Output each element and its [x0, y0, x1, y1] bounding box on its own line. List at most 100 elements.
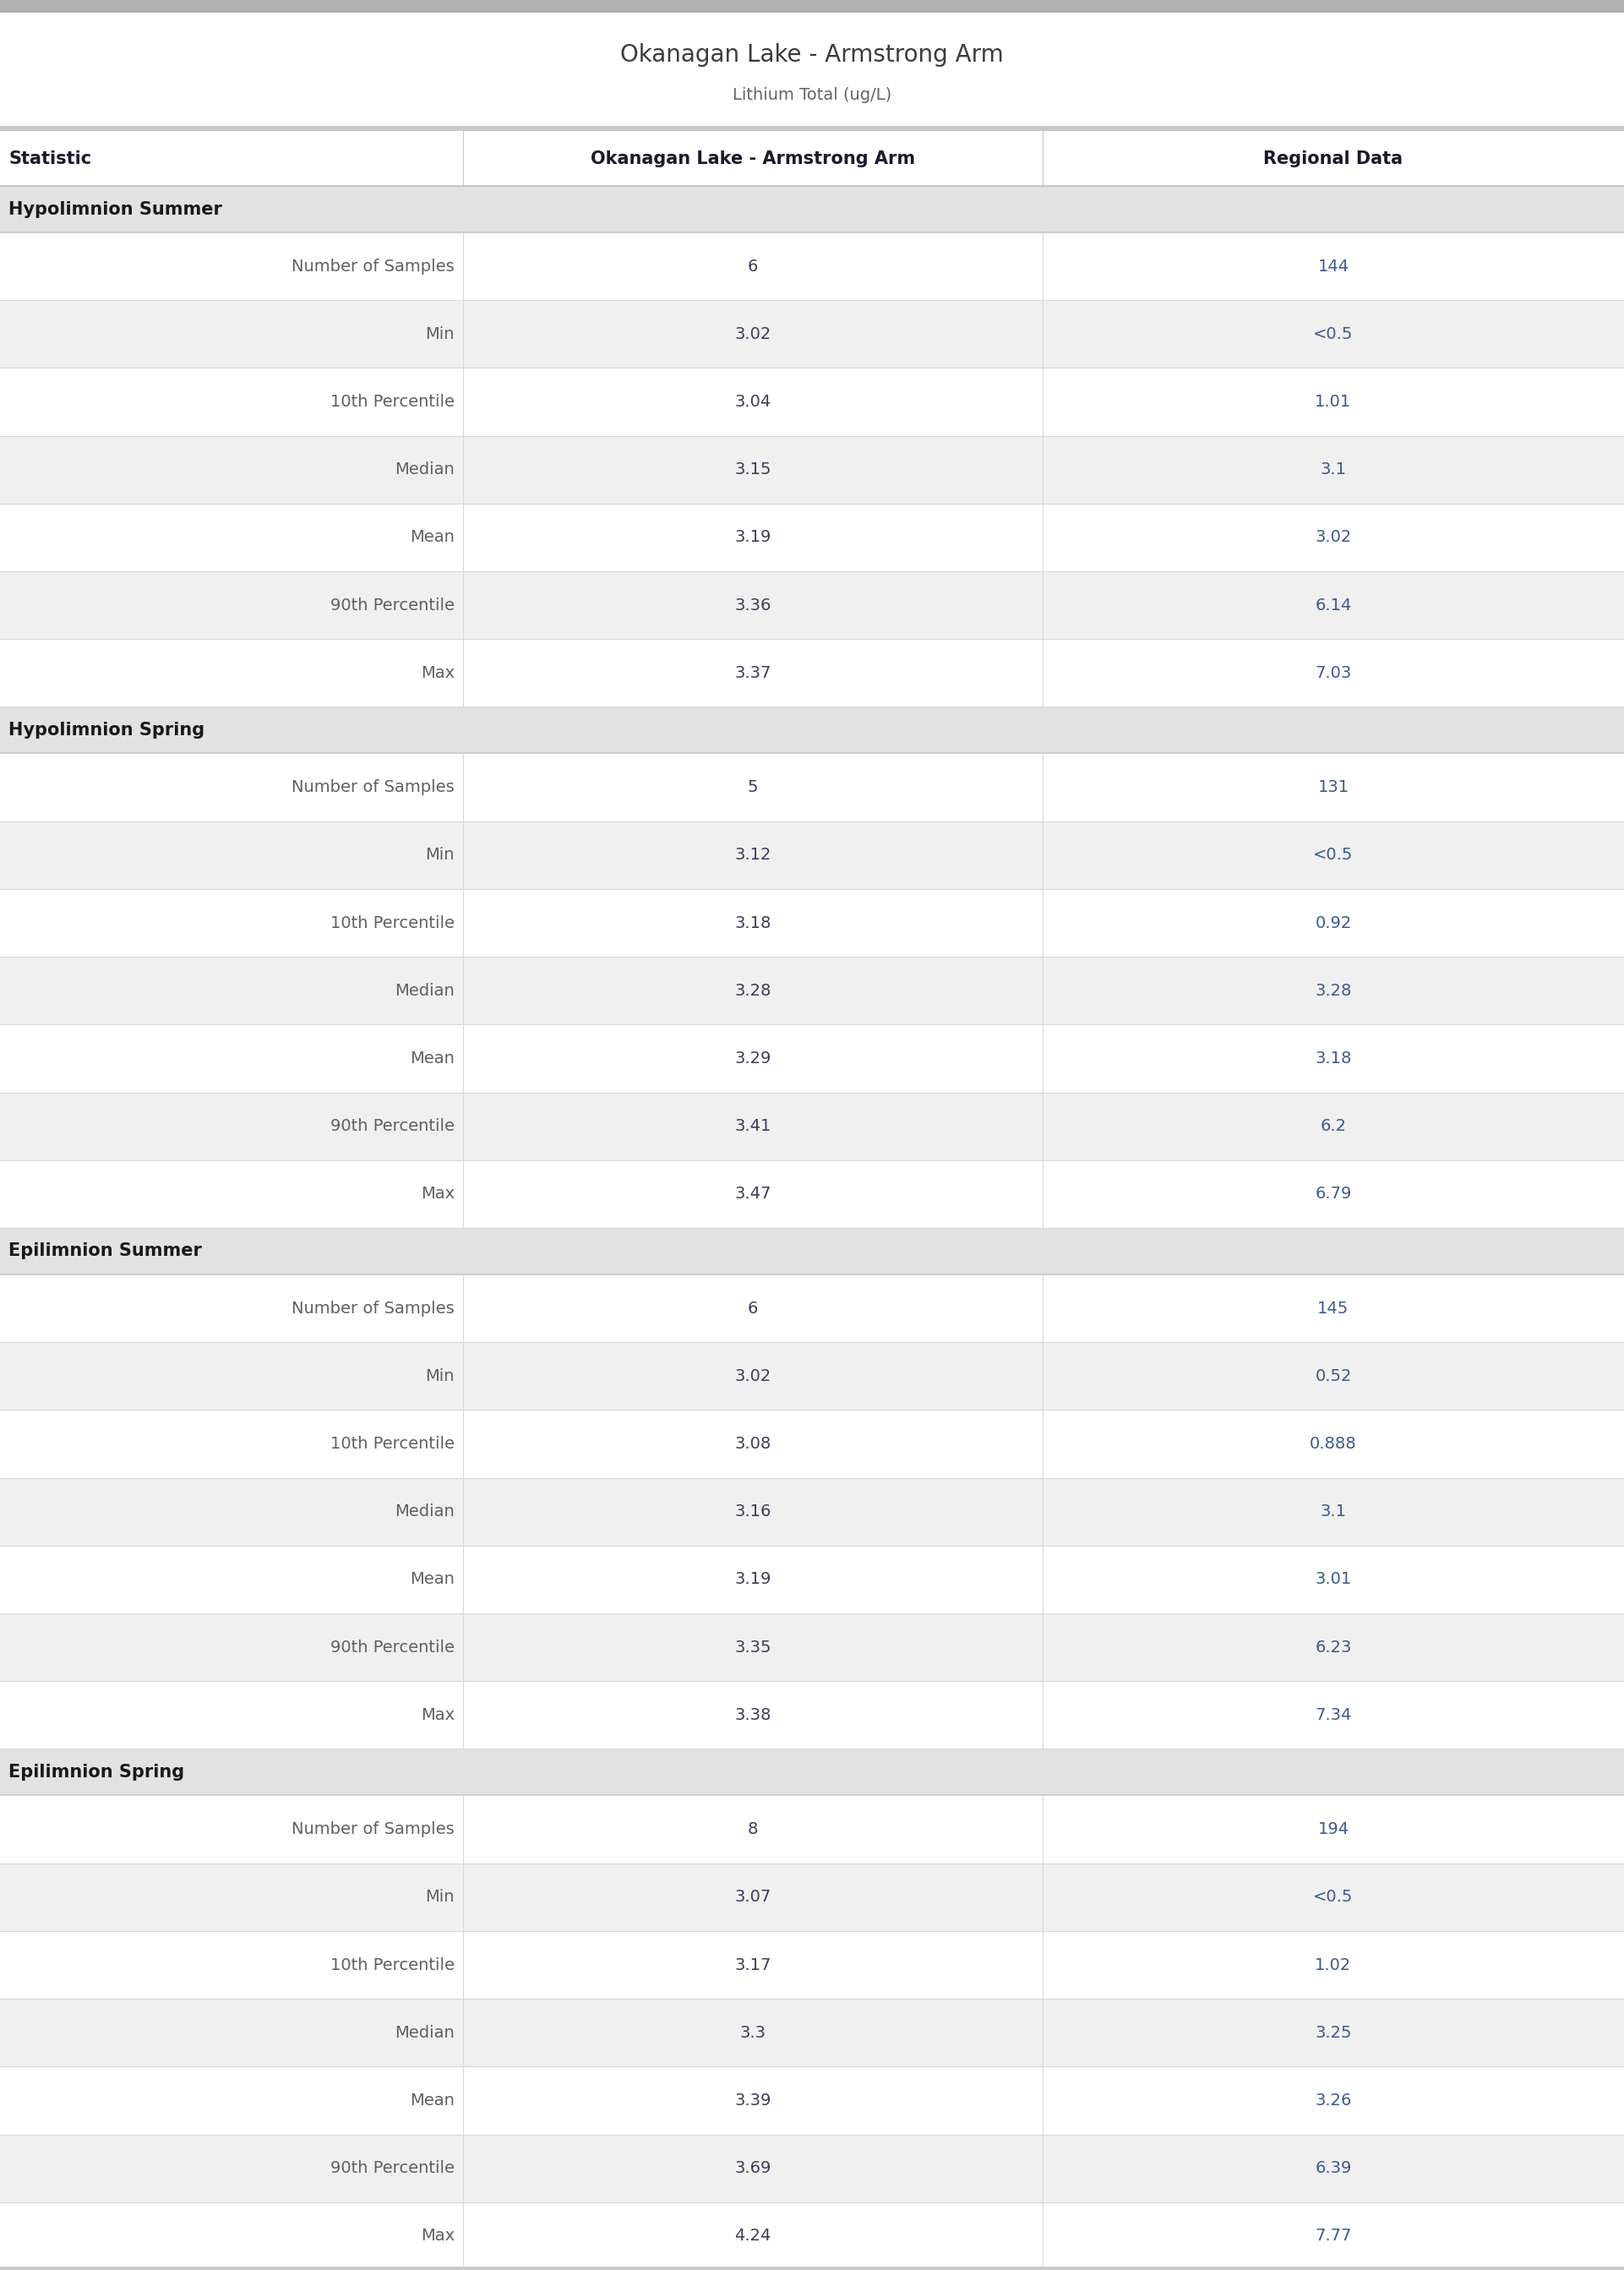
Text: 6.14: 6.14	[1315, 597, 1351, 613]
Bar	[0, 822, 1624, 890]
Text: 3.36: 3.36	[734, 597, 771, 613]
Bar	[0, 186, 1624, 232]
Text: Hypolimnion Summer: Hypolimnion Summer	[8, 200, 222, 218]
Text: 3.08: 3.08	[734, 1437, 771, 1453]
Text: 3.35: 3.35	[734, 1639, 771, 1655]
Text: 8: 8	[747, 1821, 758, 1836]
Text: 6.23: 6.23	[1315, 1639, 1351, 1655]
Bar	[0, 0, 1624, 14]
Bar	[0, 125, 1624, 132]
Text: 3.25: 3.25	[1315, 2025, 1351, 2041]
Bar	[0, 1342, 1624, 1410]
Bar	[0, 436, 1624, 504]
Text: <0.5: <0.5	[1314, 1889, 1353, 1905]
Bar	[0, 890, 1624, 956]
Text: 3.07: 3.07	[734, 1889, 771, 1905]
Text: 6.39: 6.39	[1315, 2161, 1351, 2177]
Text: 3.41: 3.41	[734, 1119, 771, 1135]
Text: Max: Max	[421, 1707, 455, 1723]
Bar	[0, 1228, 1624, 1273]
Text: 3.47: 3.47	[734, 1185, 771, 1203]
Text: Epilimnion Summer: Epilimnion Summer	[8, 1242, 201, 1260]
Text: 131: 131	[1317, 779, 1350, 794]
Bar	[0, 300, 1624, 368]
Text: 10th Percentile: 10th Percentile	[330, 915, 455, 931]
Text: 3.1: 3.1	[1320, 1503, 1346, 1519]
Text: 3.02: 3.02	[1315, 529, 1351, 545]
Text: 145: 145	[1317, 1301, 1350, 1317]
Text: 7.34: 7.34	[1315, 1707, 1351, 1723]
Text: 90th Percentile: 90th Percentile	[330, 1639, 455, 1655]
Bar	[0, 1682, 1624, 1748]
Text: 0.888: 0.888	[1311, 1437, 1356, 1453]
Text: Median: Median	[395, 983, 455, 999]
Text: 6.2: 6.2	[1320, 1119, 1346, 1135]
Bar	[0, 232, 1624, 300]
Text: Max: Max	[421, 1185, 455, 1203]
Text: Lithium Total (ug/L): Lithium Total (ug/L)	[732, 89, 892, 104]
Text: <0.5: <0.5	[1314, 847, 1353, 863]
Text: Hypolimnion Spring: Hypolimnion Spring	[8, 722, 205, 738]
Text: 3.12: 3.12	[734, 847, 771, 863]
Text: Min: Min	[425, 847, 455, 863]
Text: 3.28: 3.28	[1315, 983, 1351, 999]
Bar	[0, 1160, 1624, 1228]
Text: Number of Samples: Number of Samples	[292, 1301, 455, 1317]
Text: 0.92: 0.92	[1315, 915, 1351, 931]
Text: 10th Percentile: 10th Percentile	[330, 1957, 455, 1973]
Text: 3.39: 3.39	[734, 2093, 771, 2109]
Bar	[0, 2000, 1624, 2066]
Bar	[0, 2268, 1624, 2270]
Bar	[0, 572, 1624, 640]
Bar	[0, 1864, 1624, 1932]
Text: 0.52: 0.52	[1315, 1369, 1351, 1385]
Text: 3.3: 3.3	[739, 2025, 767, 2041]
Bar	[0, 640, 1624, 706]
Text: 3.02: 3.02	[734, 1369, 771, 1385]
Bar	[0, 2202, 1624, 2270]
Text: Statistic: Statistic	[8, 150, 91, 168]
Text: Mean: Mean	[409, 1571, 455, 1587]
Text: Min: Min	[425, 1889, 455, 1905]
Text: <0.5: <0.5	[1314, 327, 1353, 343]
Bar	[0, 706, 1624, 754]
Text: Okanagan Lake - Armstrong Arm: Okanagan Lake - Armstrong Arm	[591, 150, 914, 168]
Text: 3.04: 3.04	[734, 395, 771, 411]
Text: 10th Percentile: 10th Percentile	[330, 395, 455, 411]
Text: 10th Percentile: 10th Percentile	[330, 1437, 455, 1453]
Text: 6: 6	[747, 259, 758, 275]
Text: Mean: Mean	[409, 2093, 455, 2109]
Text: 1.02: 1.02	[1315, 1957, 1351, 1973]
Text: 3.38: 3.38	[734, 1707, 771, 1723]
Bar	[0, 1614, 1624, 1682]
Text: Min: Min	[425, 327, 455, 343]
Bar	[0, 1748, 1624, 1796]
Text: 3.26: 3.26	[1315, 2093, 1351, 2109]
Text: 90th Percentile: 90th Percentile	[330, 2161, 455, 2177]
Text: 3.19: 3.19	[734, 1571, 771, 1587]
Text: Regional Data: Regional Data	[1263, 150, 1403, 168]
Bar	[0, 1932, 1624, 2000]
Text: Median: Median	[395, 1503, 455, 1519]
Bar	[0, 754, 1624, 822]
Text: 3.19: 3.19	[734, 529, 771, 545]
Text: 4.24: 4.24	[734, 2229, 771, 2245]
Bar	[0, 2134, 1624, 2202]
Text: Max: Max	[421, 2229, 455, 2245]
Text: 7.77: 7.77	[1315, 2229, 1351, 2245]
Bar	[0, 132, 1624, 186]
Text: 3.16: 3.16	[734, 1503, 771, 1519]
Text: 3.1: 3.1	[1320, 461, 1346, 477]
Text: 3.37: 3.37	[734, 665, 771, 681]
Text: 3.29: 3.29	[734, 1051, 771, 1067]
Bar	[0, 1410, 1624, 1478]
Text: 5: 5	[747, 779, 758, 794]
Text: 6: 6	[747, 1301, 758, 1317]
Text: 7.03: 7.03	[1315, 665, 1351, 681]
Text: 3.15: 3.15	[734, 461, 771, 477]
Text: 3.28: 3.28	[734, 983, 771, 999]
Text: Epilimnion Spring: Epilimnion Spring	[8, 1764, 184, 1780]
Bar	[0, 504, 1624, 572]
Text: Number of Samples: Number of Samples	[292, 1821, 455, 1836]
Text: 90th Percentile: 90th Percentile	[330, 1119, 455, 1135]
